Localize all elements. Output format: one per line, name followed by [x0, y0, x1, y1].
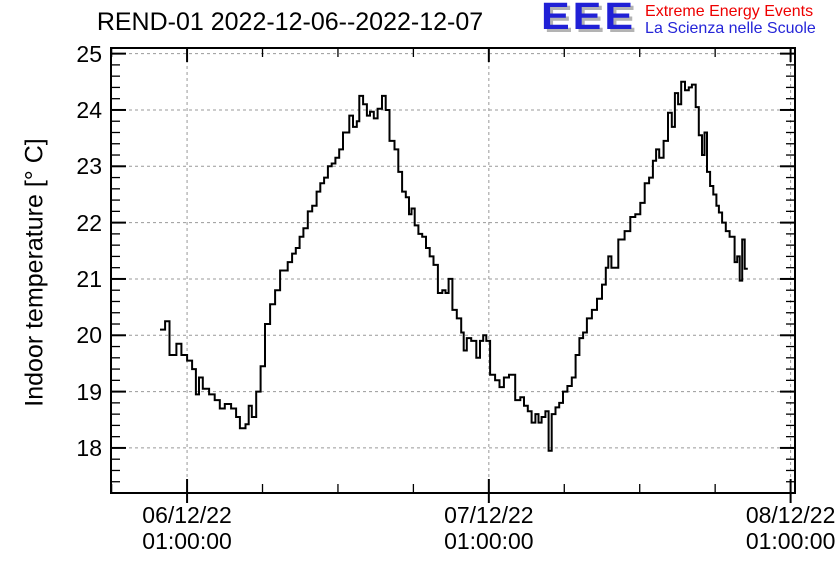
- y-tick-label: 20: [76, 322, 102, 349]
- eee-logo-text: Extreme Energy Events La Scienza nelle S…: [645, 3, 816, 37]
- eee-logo-letters: EEE: [541, 0, 637, 38]
- x-tick-label: 06/12/22 01:00:00: [142, 502, 232, 554]
- eee-logo: EEE Extreme Energy Events La Scienza nel…: [541, 0, 816, 38]
- y-tick-label: 23: [76, 153, 102, 180]
- eee-logo-line1: Extreme Energy Events: [645, 3, 814, 20]
- x-tick-label: 08/12/22 01:00:00: [745, 502, 836, 554]
- y-tick-label: 24: [76, 96, 102, 123]
- chart-title: REND-01 2022-12-06--2022-12-07: [96, 8, 484, 36]
- y-tick-label: 22: [76, 209, 102, 236]
- plot-frame: [110, 47, 796, 494]
- temperature-step-line: [160, 80, 748, 452]
- y-tick-label: 21: [76, 265, 102, 292]
- y-tick-label: 25: [76, 40, 102, 67]
- y-tick-label: 18: [76, 434, 102, 461]
- y-tick-label: 19: [76, 378, 102, 405]
- eee-logo-line2: La Scienza nelle Scuole: [645, 20, 816, 37]
- x-tick-label: 07/12/22 01:00:00: [444, 502, 534, 554]
